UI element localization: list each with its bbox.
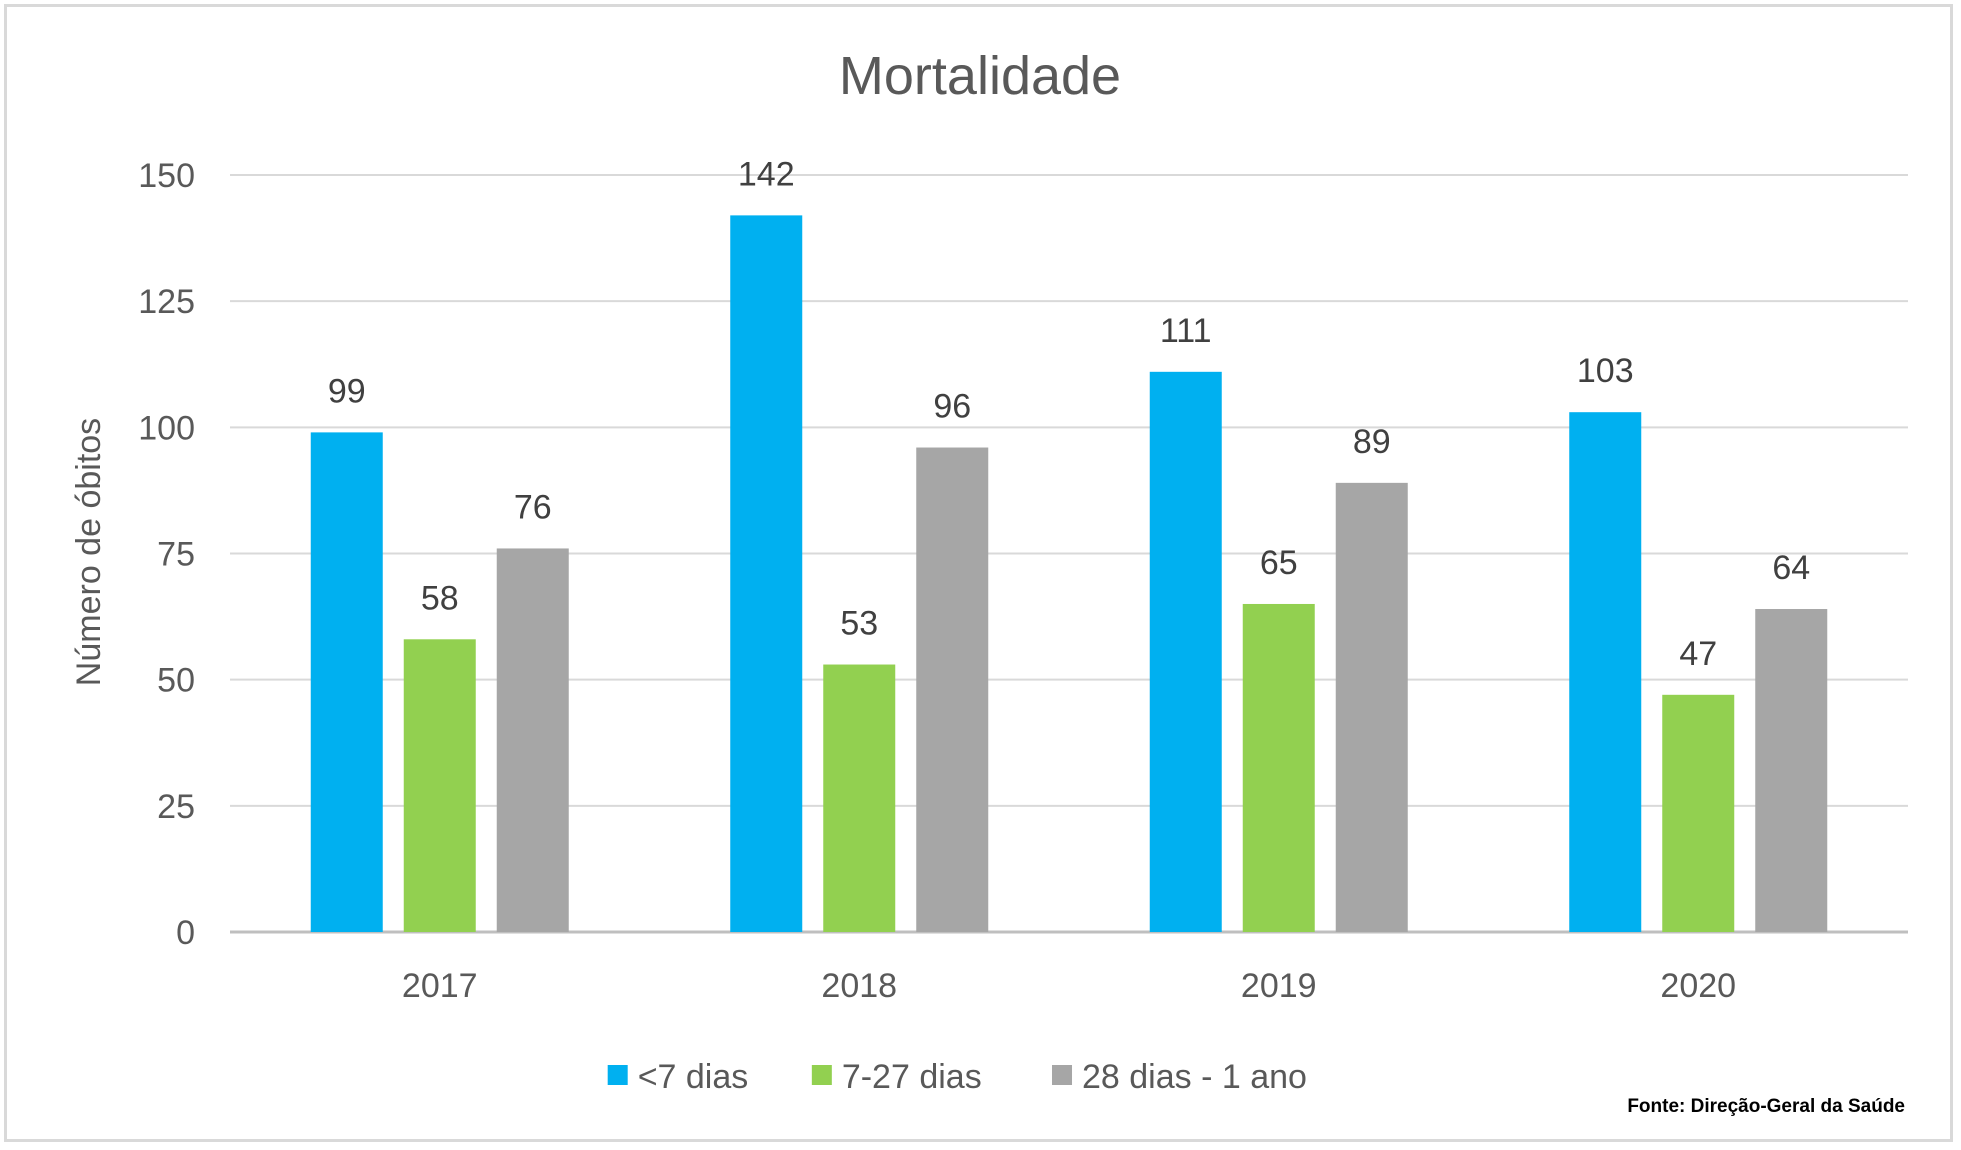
data-label: 103	[1577, 352, 1634, 390]
legend-swatch	[1052, 1065, 1073, 1085]
bar	[1335, 482, 1408, 932]
legend-label: 7-27 dias	[842, 1058, 982, 1096]
bar	[730, 215, 803, 932]
bar	[403, 639, 476, 932]
y-axis-label: Número de óbitos	[70, 418, 108, 686]
y-tick-label: 125	[138, 283, 195, 321]
legend-swatch	[607, 1065, 628, 1085]
data-label: 96	[933, 388, 971, 426]
y-tick-label: 150	[138, 157, 195, 195]
chart-title: Mortalidade	[839, 46, 1121, 106]
gridlines	[230, 174, 1908, 934]
bar	[1755, 609, 1828, 932]
y-axis-ticks: 0 25 50 75 100 125 150	[138, 157, 195, 952]
bar	[916, 447, 989, 932]
legend: <7 dias 7-27 dias 28 dias - 1 ano	[607, 1058, 1307, 1096]
bar	[1569, 412, 1642, 932]
y-tick-label: 25	[157, 788, 195, 826]
bars	[310, 215, 1828, 932]
y-tick-label: 50	[157, 662, 195, 700]
x-tick-label: 2020	[1660, 967, 1736, 1005]
data-label: 89	[1353, 423, 1391, 461]
legend-item: <7 dias	[607, 1058, 749, 1096]
bar	[310, 432, 383, 932]
bar	[823, 664, 896, 932]
legend-label: <7 dias	[638, 1058, 749, 1096]
data-label: 76	[514, 488, 552, 526]
data-label: 64	[1772, 549, 1810, 587]
bar	[1149, 371, 1222, 932]
bar	[496, 548, 569, 932]
data-label: 47	[1679, 635, 1717, 673]
legend-item: 28 dias - 1 ano	[1052, 1058, 1307, 1096]
x-tick-label: 2017	[402, 967, 478, 1005]
x-tick-label: 2018	[821, 967, 897, 1005]
y-tick-label: 75	[157, 536, 195, 574]
data-label: 99	[328, 372, 366, 410]
y-tick-label: 0	[176, 914, 195, 952]
legend-label: 28 dias - 1 ano	[1082, 1058, 1307, 1096]
data-label: 65	[1260, 544, 1298, 582]
data-label: 142	[738, 155, 795, 193]
data-label: 58	[421, 579, 459, 617]
legend-item: 7-27 dias	[811, 1058, 982, 1096]
x-axis-ticks: 2017 2018 2019 2020	[402, 967, 1736, 1005]
bar	[1662, 694, 1735, 932]
bar	[1242, 603, 1315, 932]
y-tick-label: 100	[138, 409, 195, 447]
data-labels: 99 58 76 142 53 96 111 65 89 103 47 64	[328, 155, 1810, 672]
data-label: 111	[1160, 312, 1212, 350]
data-label: 53	[840, 605, 878, 643]
source-note: Fonte: Direção-Geral da Saúde	[1627, 1096, 1905, 1117]
x-tick-label: 2019	[1241, 967, 1317, 1005]
legend-swatch	[811, 1065, 832, 1085]
